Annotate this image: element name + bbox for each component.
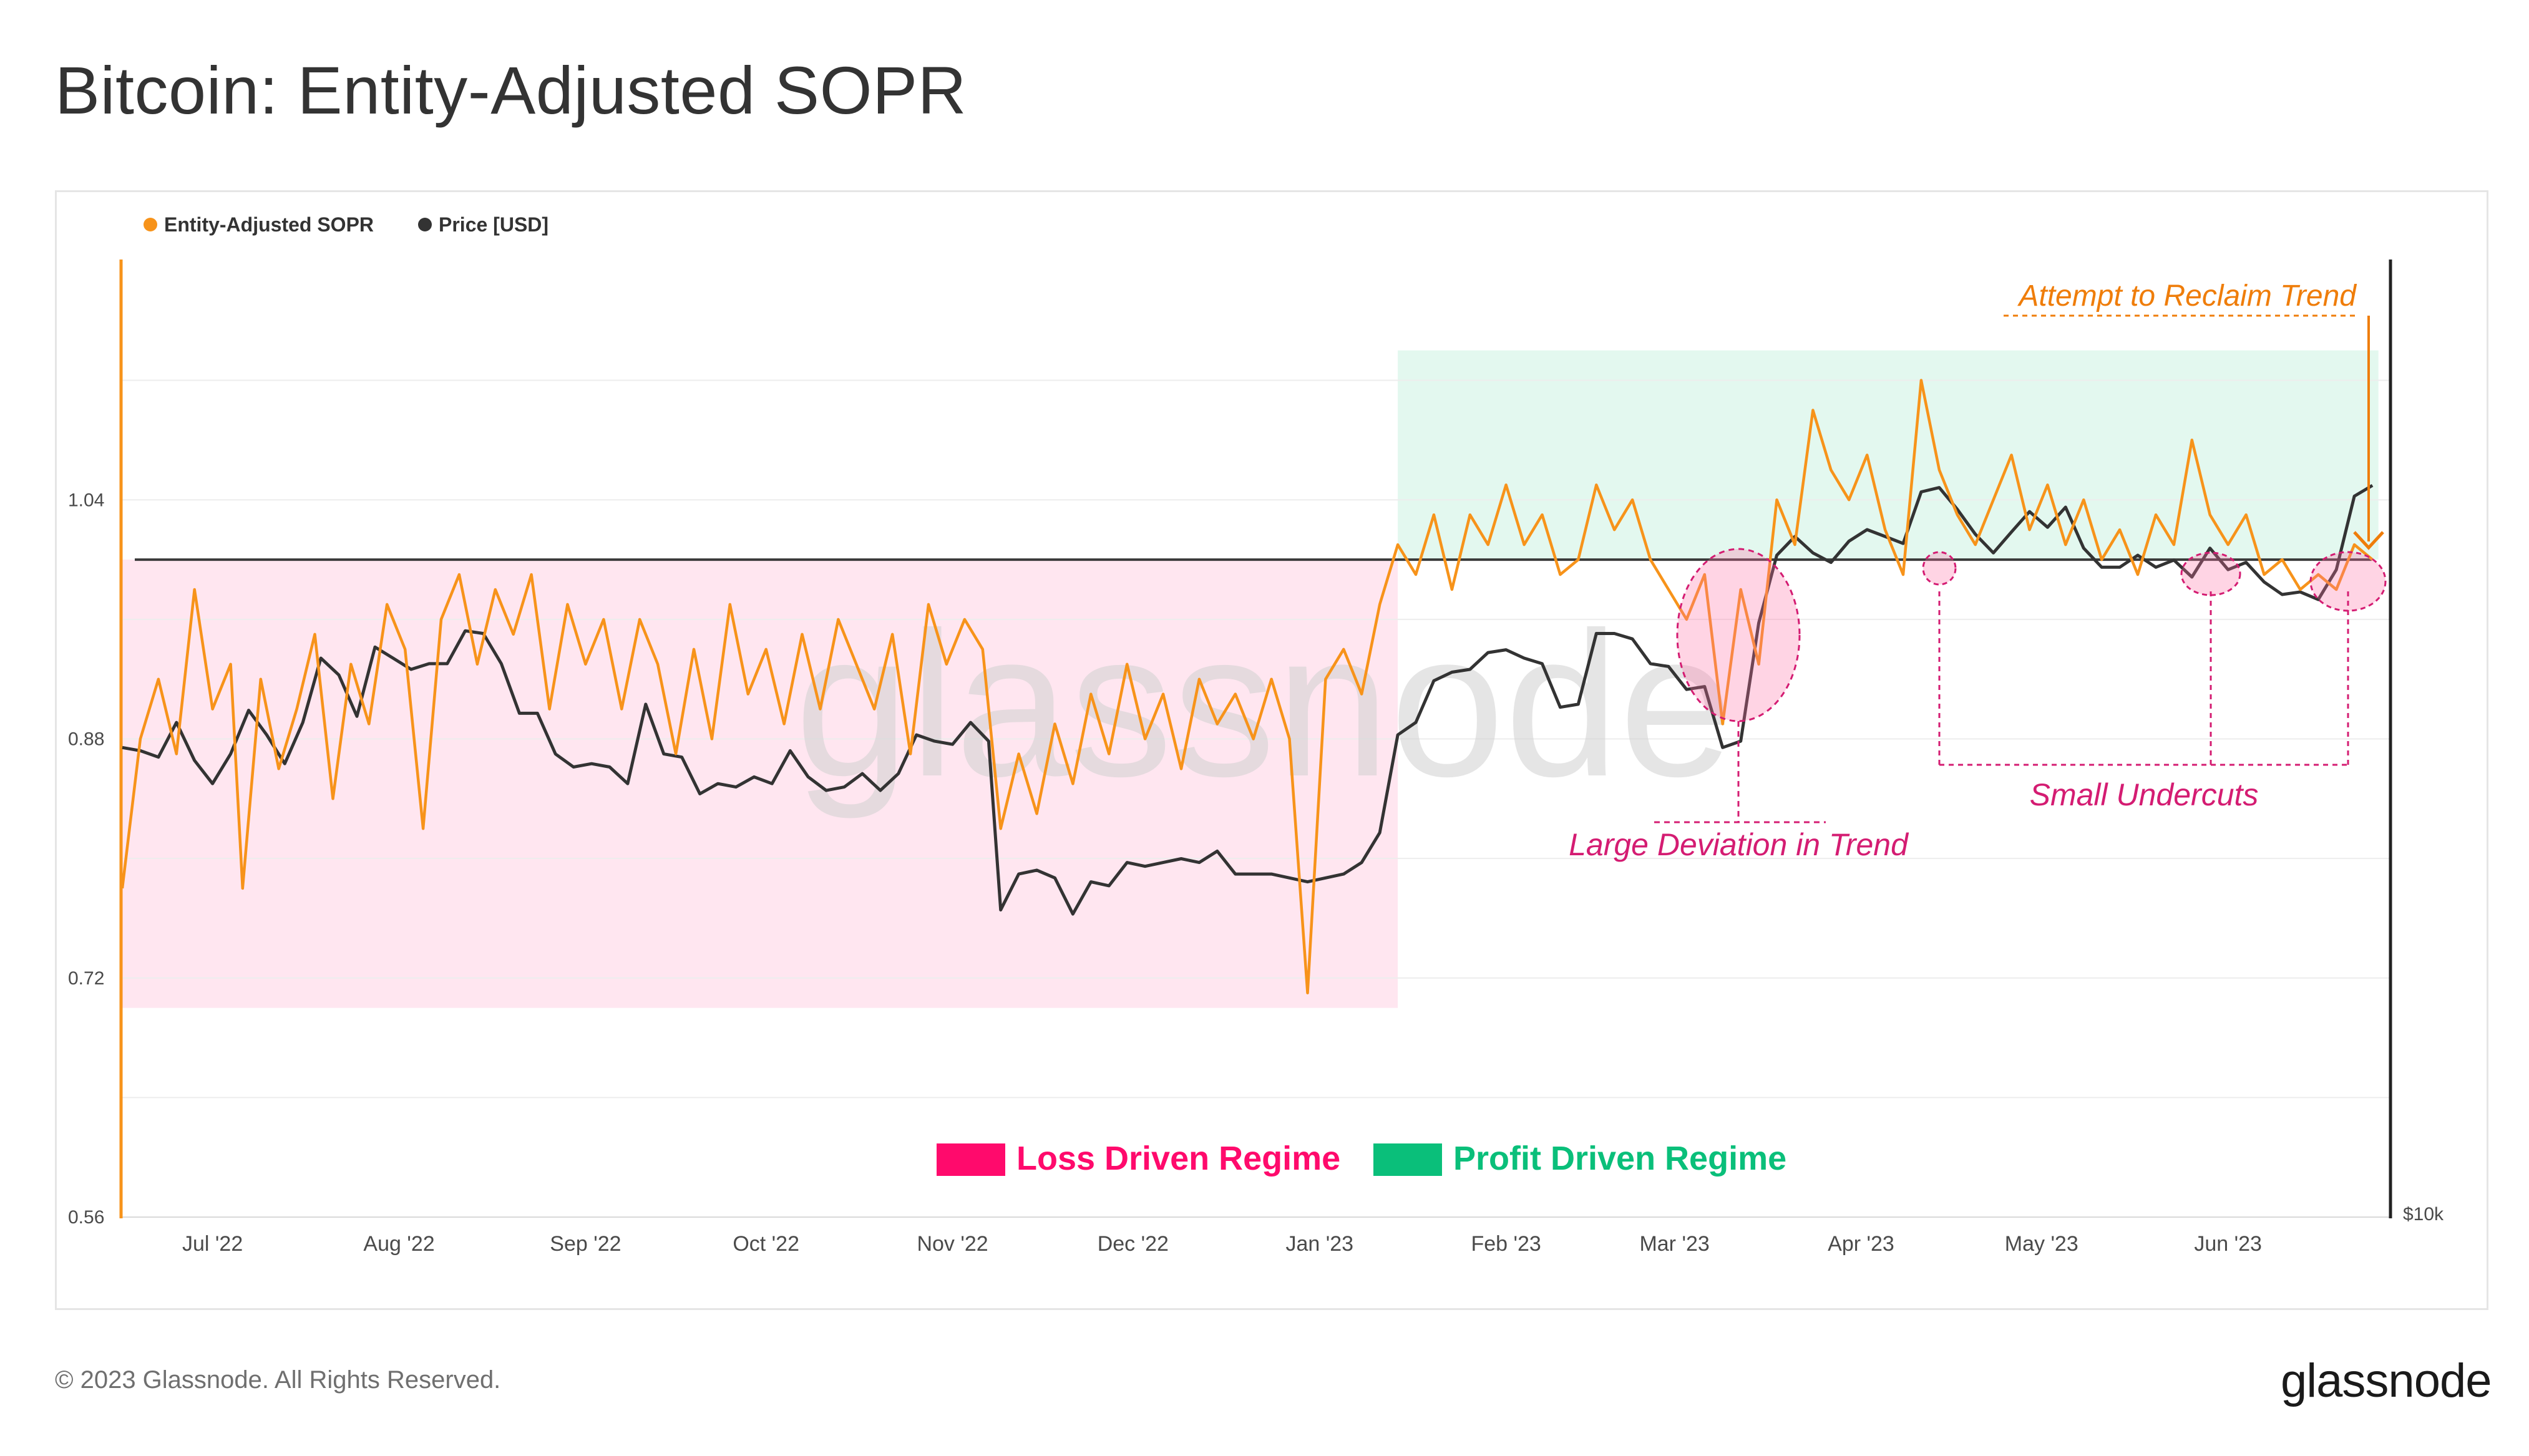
chart-panel: glassnode 0.56 0.72 0.88 1.04 $10k Jul '22 Aug …: [55, 190, 2488, 1310]
annotation-reclaim-arrowhead: [2353, 531, 2384, 550]
y-tick-label: 0.88: [68, 729, 104, 750]
loss-regime-label: Loss Driven Regime: [1016, 1140, 1340, 1177]
sopr-series-line: [120, 379, 2374, 994]
y-tick-label: 1.04: [68, 490, 104, 510]
x-tick-label: Dec '22: [1098, 1232, 1169, 1256]
legend-price-marker: [418, 218, 432, 231]
legend-sopr-marker: [144, 218, 157, 231]
x-tick-label: Nov '22: [917, 1232, 988, 1256]
profit-regime-swatch: [1373, 1143, 1442, 1176]
x-tick-label: Apr '23: [1828, 1232, 1894, 1256]
annotation-large-deviation: Large Deviation in Trend: [1569, 827, 1909, 862]
price-series-line: [122, 483, 2374, 916]
x-tick-label: Aug '22: [363, 1232, 434, 1256]
y-right-tick-label: $10k: [2403, 1204, 2444, 1225]
x-tick-label: May '23: [2005, 1232, 2078, 1256]
legend-sopr-label: Entity-Adjusted SOPR: [164, 213, 374, 236]
page-title: Bitcoin: Entity-Adjusted SOPR: [55, 52, 967, 128]
loss-regime-swatch: [937, 1143, 1005, 1176]
annotation-deviation-ellipse: [1676, 548, 1801, 722]
annotation-small-undercuts: Small Undercuts: [2030, 777, 2259, 812]
y-tick-label: 0.56: [68, 1207, 104, 1228]
y-tick-label: 0.72: [68, 968, 104, 989]
profit-regime-label: Profit Driven Regime: [1453, 1140, 1786, 1177]
copyright-text: © 2023 Glassnode. All Rights Reserved.: [55, 1366, 501, 1394]
x-tick-label: Feb '23: [1471, 1232, 1541, 1256]
x-tick-label: Mar '23: [1639, 1232, 1709, 1256]
x-tick-label: Jun '23: [2194, 1232, 2262, 1256]
x-tick-label: Jul '22: [182, 1232, 243, 1256]
x-tick-label: Jan '23: [1285, 1232, 1353, 1256]
x-tick-label: Oct '22: [733, 1232, 799, 1256]
glassnode-logo: glassnode: [2281, 1354, 2492, 1407]
annotation-undercut-ellipse: [2180, 551, 2241, 596]
x-tick-label: Sep '22: [550, 1232, 621, 1256]
legend-price-label: Price [USD]: [439, 213, 548, 236]
annotation-undercut-ellipse: [1922, 551, 1957, 586]
annotation-reclaim-trend: Attempt to Reclaim Trend: [2017, 279, 2357, 313]
